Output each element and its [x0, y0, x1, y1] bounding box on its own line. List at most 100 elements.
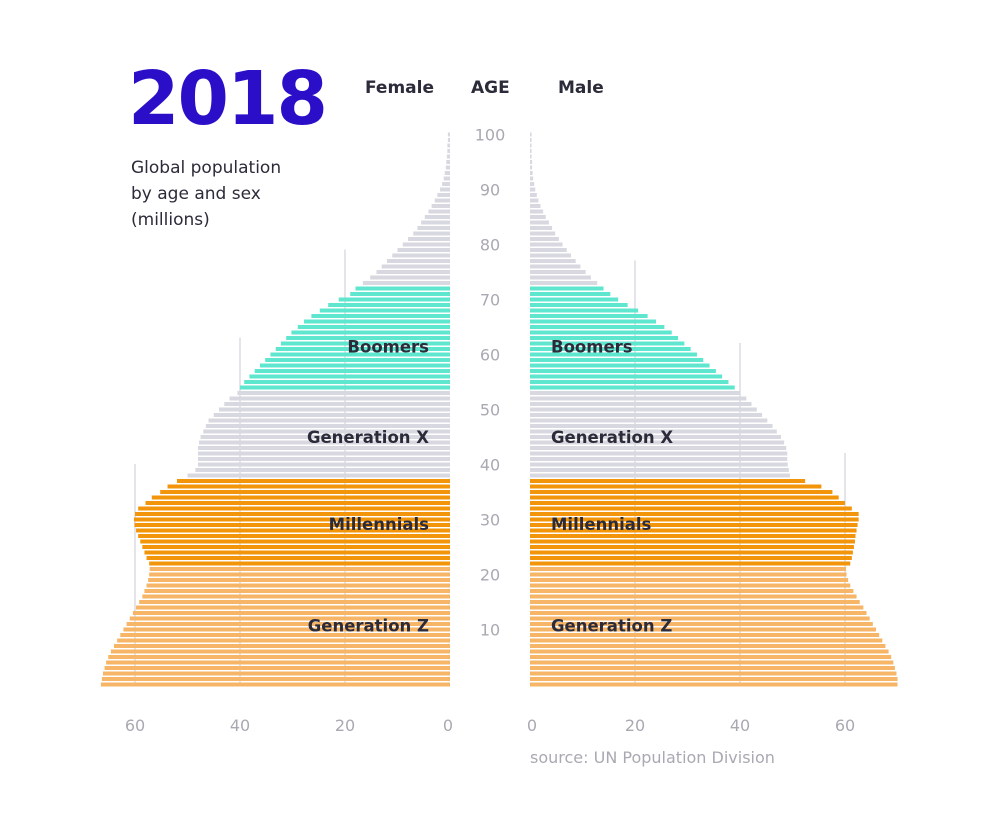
bar-female-age-63 [286, 336, 450, 340]
bar-male-age-92 [530, 176, 534, 181]
bar-female-age-70 [338, 297, 450, 302]
bar-female-age-52 [229, 396, 450, 401]
bar-female-age-69 [328, 303, 450, 307]
bars [100, 132, 898, 687]
bar-female-age-43 [198, 446, 450, 450]
bar-male-age-22 [530, 561, 851, 566]
bar-female-age-34 [151, 495, 451, 500]
bar-female-age-87 [431, 204, 450, 208]
bar-female-age-38 [187, 473, 450, 478]
bar-female-age-47 [205, 424, 450, 428]
bar-female-age-59 [265, 358, 450, 362]
bar-male-age-65 [530, 325, 665, 329]
bar-female-age-49 [213, 413, 450, 417]
bar-female-age-18 [146, 583, 451, 588]
age-tick-label: 90 [480, 181, 500, 200]
age-tick-label: 100 [475, 126, 506, 145]
bar-female-age-67 [311, 314, 450, 318]
bar-male-age-96 [530, 154, 532, 159]
bar-female-age-7 [114, 644, 450, 648]
bar-male-age-54 [530, 385, 735, 390]
bar-male-age-76 [530, 264, 581, 269]
bar-female-age-12 [129, 616, 450, 621]
bar-male-age-68 [530, 308, 639, 313]
bar-male-age-25 [530, 545, 854, 549]
bar-male-age-8 [530, 638, 883, 643]
bar-female-age-26 [140, 539, 450, 544]
bar-female-age-97 [447, 149, 450, 153]
bar-female-age-90 [440, 187, 450, 192]
bar-male-age-95 [530, 160, 533, 164]
bar-female-age-79 [397, 248, 450, 252]
bar-male-age-77 [530, 259, 576, 263]
generation-label-male: Generation Z [551, 617, 672, 636]
bar-male-age-3 [530, 666, 895, 670]
age-header: AGE [471, 78, 510, 98]
age-tick-label: 80 [480, 236, 500, 255]
bar-male-age-42 [530, 451, 788, 456]
bar-female-age-33 [145, 501, 450, 505]
age-tick-label: 40 [480, 456, 500, 475]
bar-female-age-88 [434, 198, 450, 203]
bar-female-age-48 [208, 418, 450, 423]
bar-female-age-2 [102, 671, 450, 676]
bar-male-age-28 [530, 528, 857, 533]
age-tick-label: 50 [480, 401, 500, 420]
bar-female-age-30 [133, 517, 450, 522]
bar-male-age-62 [530, 341, 685, 346]
bar-male-age-58 [530, 363, 710, 368]
bar-female-age-66 [304, 319, 450, 324]
subtitle-line-1: Global population [131, 158, 282, 178]
bar-male-age-60 [530, 352, 697, 357]
bar-male-age-51 [530, 402, 752, 406]
generation-label-male: Generation X [551, 428, 673, 447]
bar-male-age-12 [530, 616, 870, 621]
bar-female-age-45 [200, 435, 450, 439]
bar-female-age-55 [244, 380, 450, 384]
bar-female-age-32 [138, 506, 450, 511]
bar-female-age-68 [319, 308, 450, 313]
male-header: Male [558, 78, 604, 98]
bar-female-age-89 [437, 193, 450, 197]
bar-male-age-61 [530, 347, 691, 351]
subtitle-line-2: by age and sex [131, 184, 261, 204]
female-axis-tick-label: 0 [443, 716, 453, 735]
bar-female-age-92 [443, 176, 450, 181]
bar-female-age-14 [136, 605, 451, 610]
bar-female-age-40 [198, 462, 450, 467]
bar-male-age-85 [530, 215, 546, 219]
bar-male-age-31 [530, 512, 859, 516]
bar-female-age-25 [142, 545, 450, 549]
bar-female-age-58 [259, 363, 450, 368]
bar-female-age-96 [446, 154, 450, 159]
bar-female-age-93 [444, 171, 450, 175]
bar-male-age-7 [530, 644, 886, 648]
bar-female-age-39 [195, 468, 450, 472]
bar-female-age-31 [135, 512, 450, 516]
bar-female-age-13 [132, 611, 450, 615]
bar-female-age-85 [424, 215, 450, 219]
bar-male-age-80 [530, 242, 563, 247]
bar-female-age-46 [203, 429, 450, 434]
bar-female-age-51 [224, 402, 450, 406]
bar-female-age-76 [381, 264, 450, 269]
bar-female-age-17 [144, 589, 450, 593]
bar-female-age-28 [136, 528, 451, 533]
bar-male-age-71 [530, 292, 611, 296]
bar-male-age-50 [530, 407, 757, 412]
bar-female-age-74 [370, 275, 450, 280]
bar-male-age-99 [530, 138, 532, 142]
bar-male-age-79 [530, 248, 567, 252]
bar-male-age-81 [530, 237, 559, 241]
bar-male-age-29 [530, 523, 858, 527]
bar-female-age-95 [446, 160, 450, 164]
bar-male-age-89 [530, 193, 537, 197]
bar-female-age-57 [254, 369, 450, 373]
bar-female-age-61 [275, 347, 450, 351]
bar-male-age-82 [530, 231, 556, 236]
bar-female-age-10 [123, 627, 450, 632]
bar-female-age-83 [417, 226, 450, 230]
bar-female-age-19 [148, 578, 450, 582]
bar-male-age-97 [530, 149, 532, 153]
